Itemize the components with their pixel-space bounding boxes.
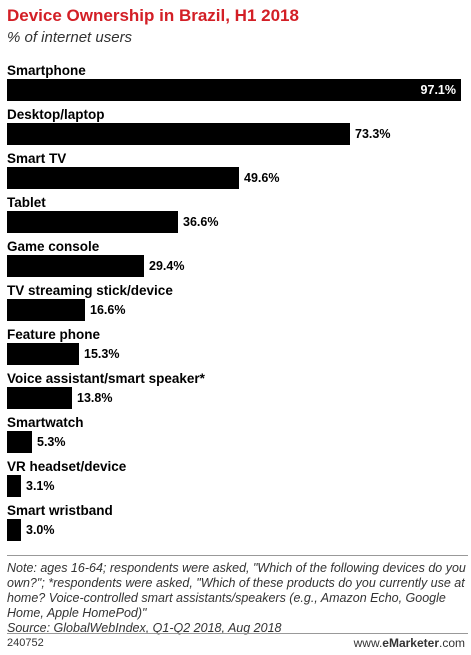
value-label: 15.3% (84, 347, 120, 361)
value-label: 36.6% (183, 215, 219, 229)
chart-note: Note: ages 16-64; respondents were asked… (7, 561, 467, 636)
bar (7, 167, 239, 189)
category-label: Voice assistant/smart speaker* (7, 371, 205, 386)
value-label: 5.3% (37, 435, 66, 449)
category-label: VR headset/device (7, 459, 127, 474)
brand-name: eMarketer (382, 636, 439, 650)
value-label: 73.3% (355, 127, 391, 141)
bar (7, 299, 85, 321)
bar (7, 343, 79, 365)
value-label: 49.6% (244, 171, 280, 185)
category-label: Desktop/laptop (7, 107, 105, 122)
divider-bottom (7, 633, 468, 634)
chart-subtitle: % of internet users (7, 29, 133, 46)
value-label: 3.1% (26, 479, 55, 493)
value-label: 29.4% (149, 259, 185, 273)
bar (7, 387, 72, 409)
chart-id: 240752 (7, 637, 44, 649)
value-label: 3.0% (26, 523, 55, 537)
bar (7, 255, 144, 277)
bar (7, 211, 178, 233)
bar-chart: Smartphone 97.1% Desktop/laptop 73.3% Smart … (0, 60, 471, 541)
bar (7, 79, 461, 101)
source-text: Source: GlobalWebIndex, Q1-Q2 2018, Aug … (7, 621, 282, 635)
brand-suffix: .com (438, 636, 465, 650)
bar (7, 431, 32, 453)
category-label: Tablet (7, 195, 46, 210)
category-label: Smartphone (7, 63, 86, 78)
category-label: Smart wristband (7, 503, 113, 518)
divider-top (7, 555, 468, 556)
bar (7, 519, 21, 541)
brand-logo: www.eMarketer.com (354, 636, 465, 650)
category-label: TV streaming stick/device (7, 283, 173, 298)
category-label: Smartwatch (7, 415, 84, 430)
bar (7, 475, 21, 497)
category-label: Smart TV (7, 151, 67, 166)
value-label: 97.1% (420, 83, 456, 97)
value-label: 16.6% (90, 303, 126, 317)
note-text: Note: ages 16-64; respondents were asked… (7, 561, 466, 620)
brand-prefix: www. (353, 636, 383, 650)
value-label: 13.8% (77, 391, 113, 405)
category-label: Feature phone (7, 327, 101, 342)
chart-title: Device Ownership in Brazil, H1 2018 (7, 6, 299, 25)
category-label: Game console (7, 239, 100, 254)
bar (7, 123, 350, 145)
